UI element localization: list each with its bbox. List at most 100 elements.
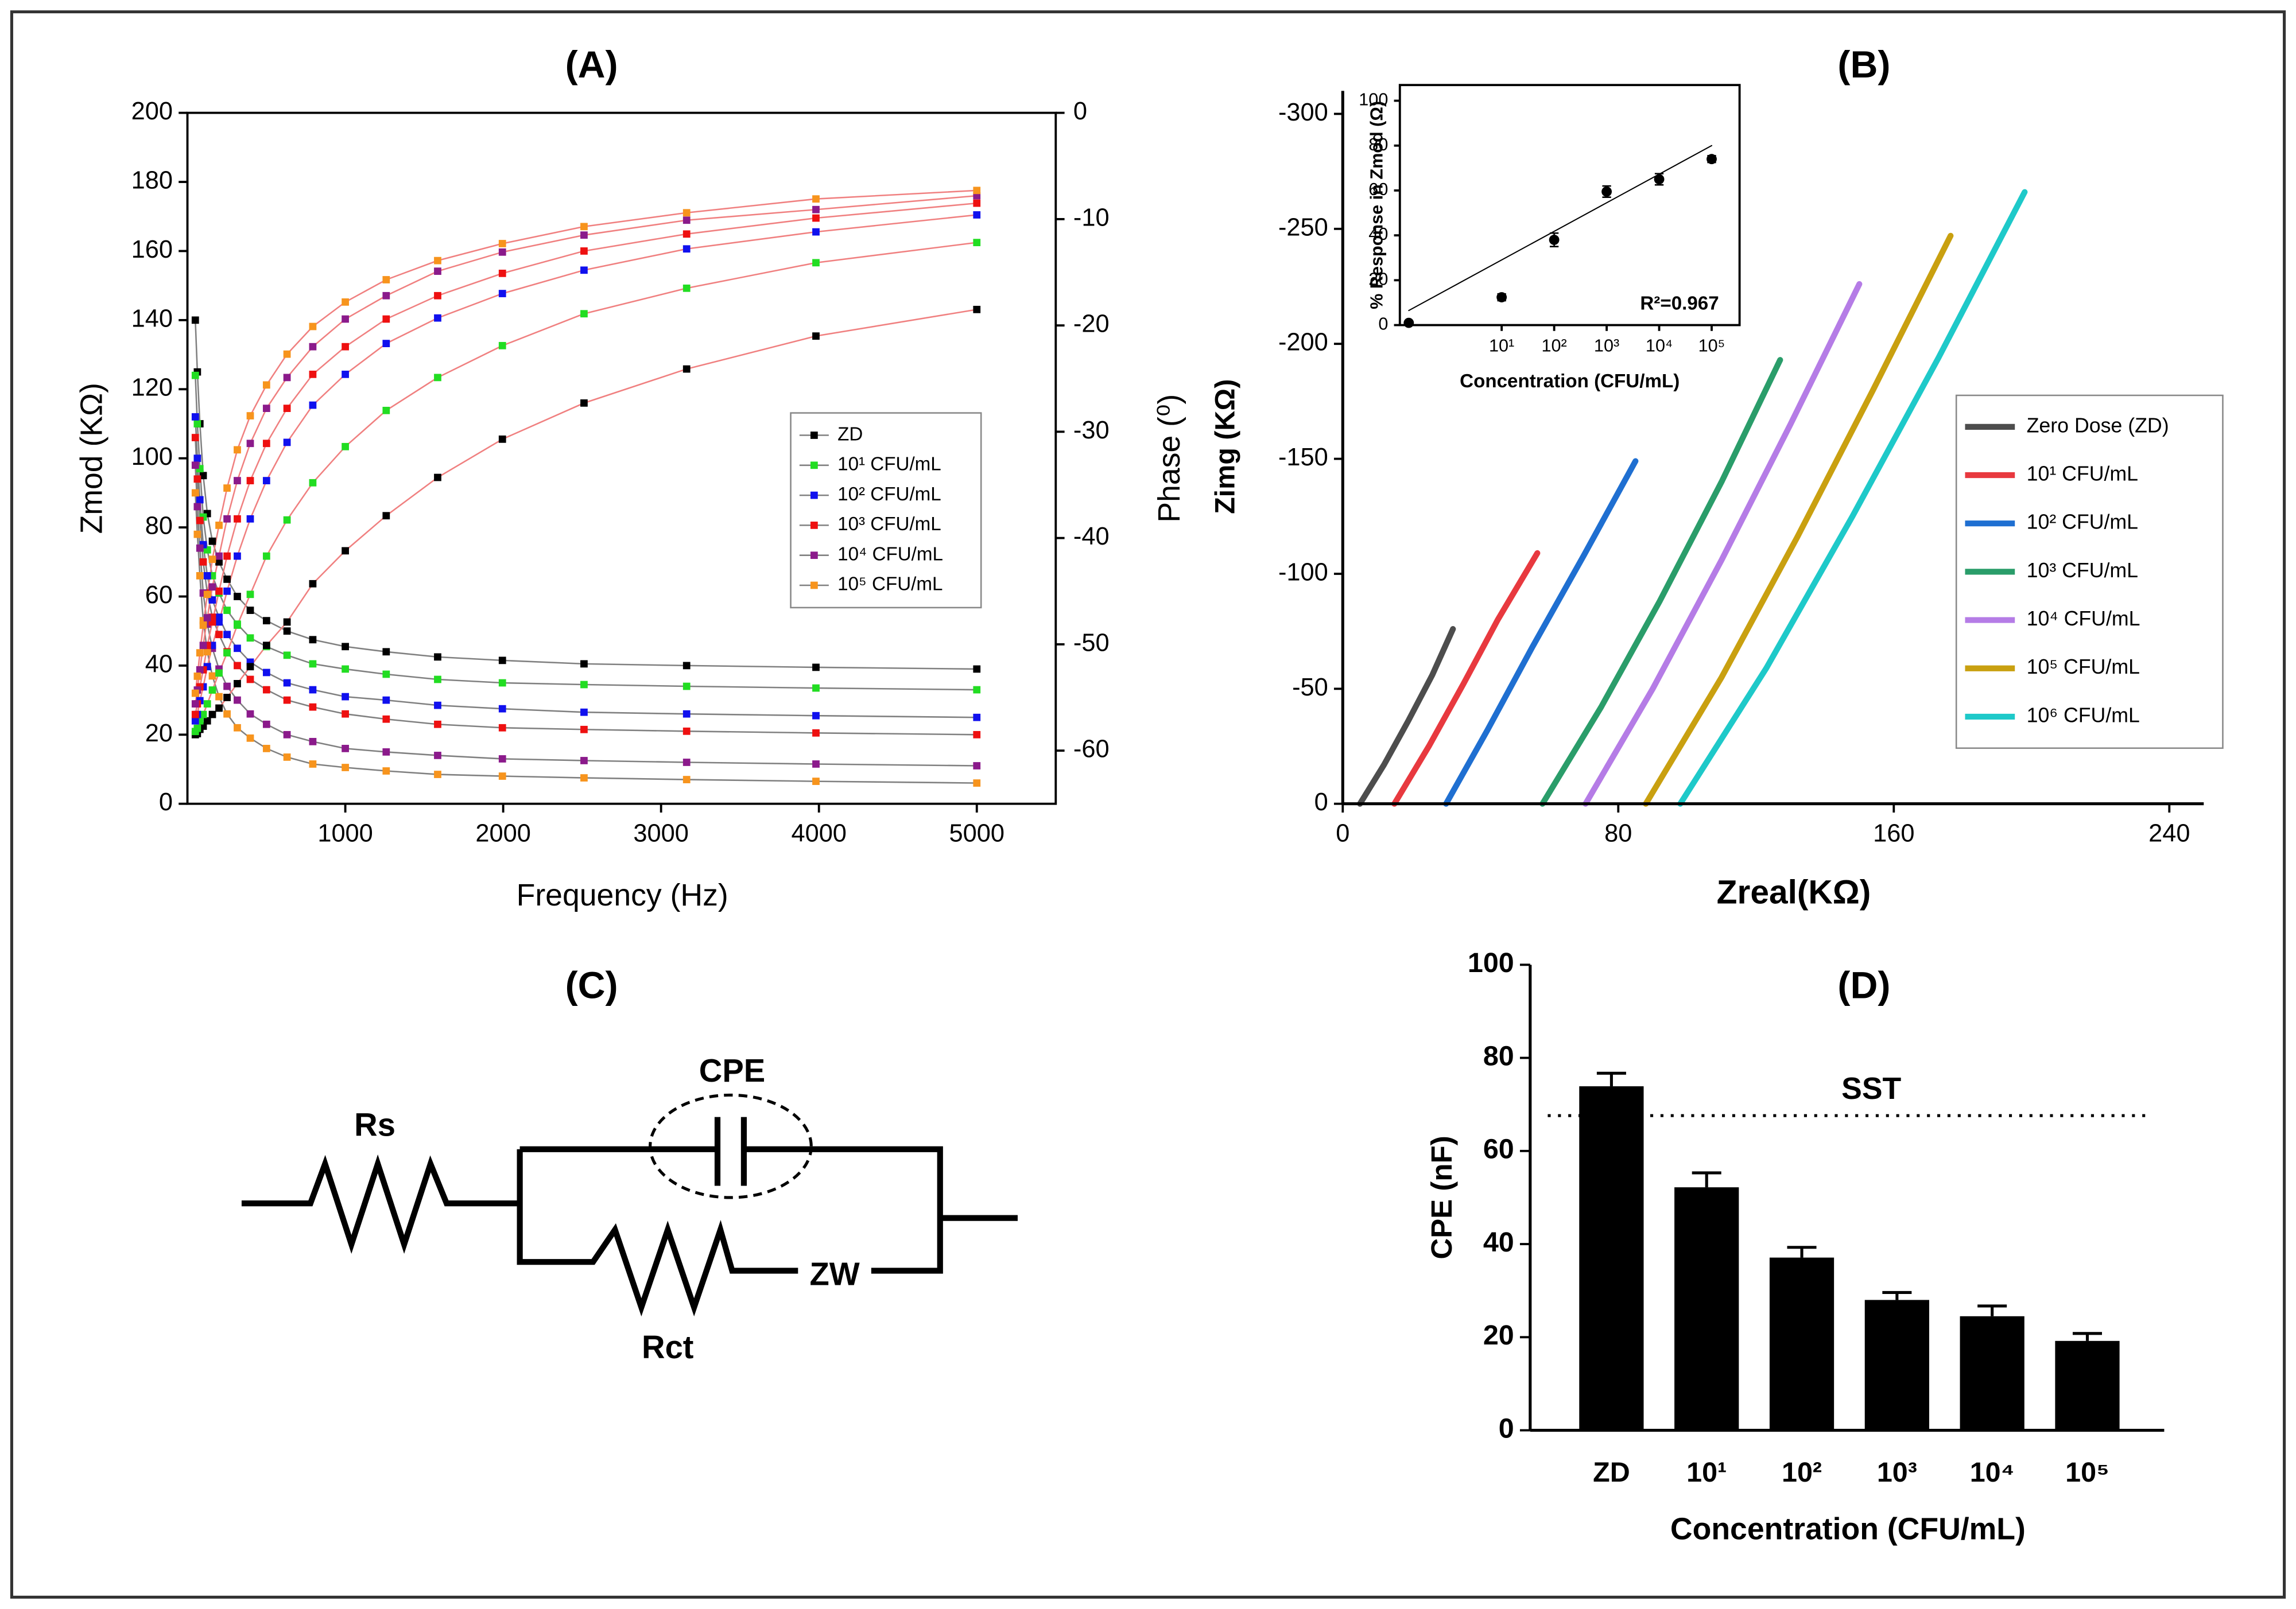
zw-label: ZW bbox=[809, 1256, 859, 1292]
y-tick-label: 80 bbox=[145, 512, 173, 540]
marker bbox=[262, 477, 270, 484]
y-tick-label: 140 bbox=[131, 305, 173, 332]
y-tick-label: -200 bbox=[1278, 329, 1328, 356]
marker bbox=[382, 512, 390, 520]
marker bbox=[309, 703, 317, 711]
marker bbox=[191, 316, 199, 324]
marker bbox=[812, 663, 820, 671]
marker bbox=[498, 724, 506, 732]
marker bbox=[973, 199, 981, 207]
y-tick-label: 180 bbox=[131, 167, 173, 195]
marker bbox=[215, 669, 223, 677]
marker bbox=[262, 686, 270, 694]
x-tick-label: ZD bbox=[1593, 1457, 1630, 1488]
marker bbox=[382, 767, 390, 775]
y-axis-label: Zimg (KΩ) bbox=[1210, 379, 1241, 514]
marker bbox=[262, 720, 270, 728]
marker bbox=[434, 675, 441, 683]
marker bbox=[342, 693, 349, 701]
marker bbox=[283, 627, 291, 635]
x-tick-label: 160 bbox=[1873, 820, 1914, 848]
x-tick-label: 5000 bbox=[949, 820, 1004, 848]
x-tick-label: 10⁴ bbox=[1646, 336, 1673, 355]
legend-label: 10² CFU/mL bbox=[2027, 511, 2138, 534]
marker bbox=[580, 310, 588, 318]
y-tick-label: 20 bbox=[1483, 1320, 1514, 1351]
y-tick-label: 0 bbox=[1499, 1413, 1514, 1444]
rs-label: Rs bbox=[354, 1106, 395, 1142]
y-tick-label: -150 bbox=[1278, 444, 1328, 471]
marker bbox=[203, 648, 211, 656]
marker bbox=[234, 696, 241, 704]
marker bbox=[812, 332, 820, 340]
marker bbox=[215, 552, 223, 560]
marker bbox=[246, 663, 254, 671]
legend-label: Zero Dose (ZD) bbox=[2027, 414, 2169, 437]
marker bbox=[262, 552, 270, 560]
marker bbox=[196, 544, 204, 552]
marker bbox=[580, 266, 588, 274]
x-axis-label: Concentration (CFU/mL) bbox=[1460, 371, 1680, 392]
marker bbox=[223, 587, 231, 595]
point bbox=[1601, 186, 1612, 197]
point bbox=[1403, 317, 1414, 328]
marker bbox=[215, 704, 223, 712]
error-bar bbox=[1977, 1304, 2007, 1316]
marker bbox=[580, 247, 588, 255]
rct-label: Rct bbox=[642, 1329, 693, 1365]
marker bbox=[234, 446, 241, 454]
panel-title: (C) bbox=[565, 965, 618, 1007]
error-bar bbox=[2072, 1332, 2102, 1341]
x-tick-label: 0 bbox=[1336, 820, 1349, 848]
marker bbox=[309, 636, 317, 644]
marker bbox=[208, 596, 216, 604]
marker bbox=[262, 617, 270, 625]
marker bbox=[223, 710, 231, 718]
marker bbox=[498, 341, 506, 349]
marker bbox=[342, 665, 349, 673]
legend-marker bbox=[810, 432, 818, 439]
marker bbox=[973, 762, 981, 769]
y-tick-label: -50 bbox=[1292, 674, 1328, 701]
marker bbox=[973, 211, 981, 219]
marker bbox=[208, 672, 216, 680]
marker bbox=[498, 772, 506, 780]
marker bbox=[342, 643, 349, 651]
marker bbox=[382, 340, 390, 347]
x-tick-label: 1000 bbox=[317, 820, 373, 848]
marker bbox=[223, 607, 231, 614]
y-tick-label: 60 bbox=[1483, 1134, 1514, 1165]
y-tick-label: -100 bbox=[1278, 558, 1328, 586]
marker bbox=[812, 205, 820, 213]
marker bbox=[191, 434, 199, 441]
legend-label: ZD bbox=[837, 423, 863, 445]
marker bbox=[223, 552, 231, 560]
marker bbox=[382, 276, 390, 283]
marker bbox=[199, 710, 207, 718]
marker bbox=[812, 214, 820, 222]
x-tick-label: 10⁵ bbox=[1698, 336, 1725, 355]
x-tick-label: 3000 bbox=[633, 820, 688, 848]
marker bbox=[812, 684, 820, 692]
y-tick-label: 40 bbox=[1368, 224, 1388, 244]
marker bbox=[682, 776, 691, 783]
marker bbox=[498, 755, 506, 763]
marker bbox=[246, 607, 254, 614]
marker bbox=[342, 370, 349, 378]
circuit-diagram: (C) CPE Rs Rct ZW bbox=[241, 965, 1018, 1365]
legend-box bbox=[790, 412, 982, 609]
marker bbox=[342, 315, 349, 323]
marker bbox=[246, 675, 254, 683]
x-tick-label: 10² bbox=[1541, 336, 1566, 355]
marker bbox=[434, 720, 441, 728]
error-bar bbox=[1882, 1291, 1912, 1300]
marker bbox=[246, 590, 254, 598]
marker bbox=[234, 477, 241, 484]
bar bbox=[1769, 1257, 1835, 1431]
y-tick-label: 20 bbox=[145, 720, 173, 747]
wire-right bbox=[743, 1146, 943, 1274]
x-tick-label: 240 bbox=[2148, 820, 2190, 848]
marker bbox=[342, 710, 349, 718]
x-axis-label: Frequency (Hz) bbox=[517, 879, 728, 912]
marker bbox=[208, 555, 216, 563]
